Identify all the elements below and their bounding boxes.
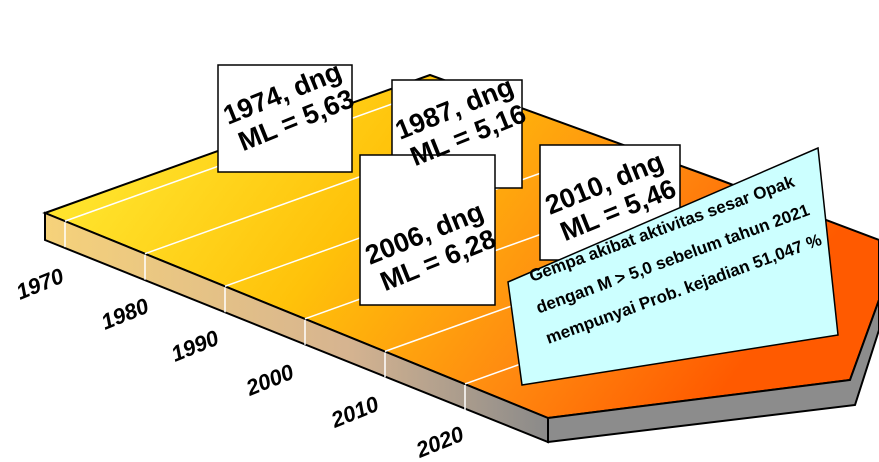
year-label: 1990: [168, 325, 223, 367]
note-box: [507, 146, 839, 386]
year-label: 2020: [412, 421, 468, 462]
event-box: [359, 154, 496, 306]
slab-side: [547, 299, 879, 444]
year-label: 1980: [98, 293, 153, 335]
year-label: 2000: [242, 359, 298, 401]
event-box: [217, 64, 353, 173]
year-label: 1970: [13, 263, 68, 305]
event-boxes: [217, 64, 681, 306]
year-label: 2010: [327, 391, 383, 433]
